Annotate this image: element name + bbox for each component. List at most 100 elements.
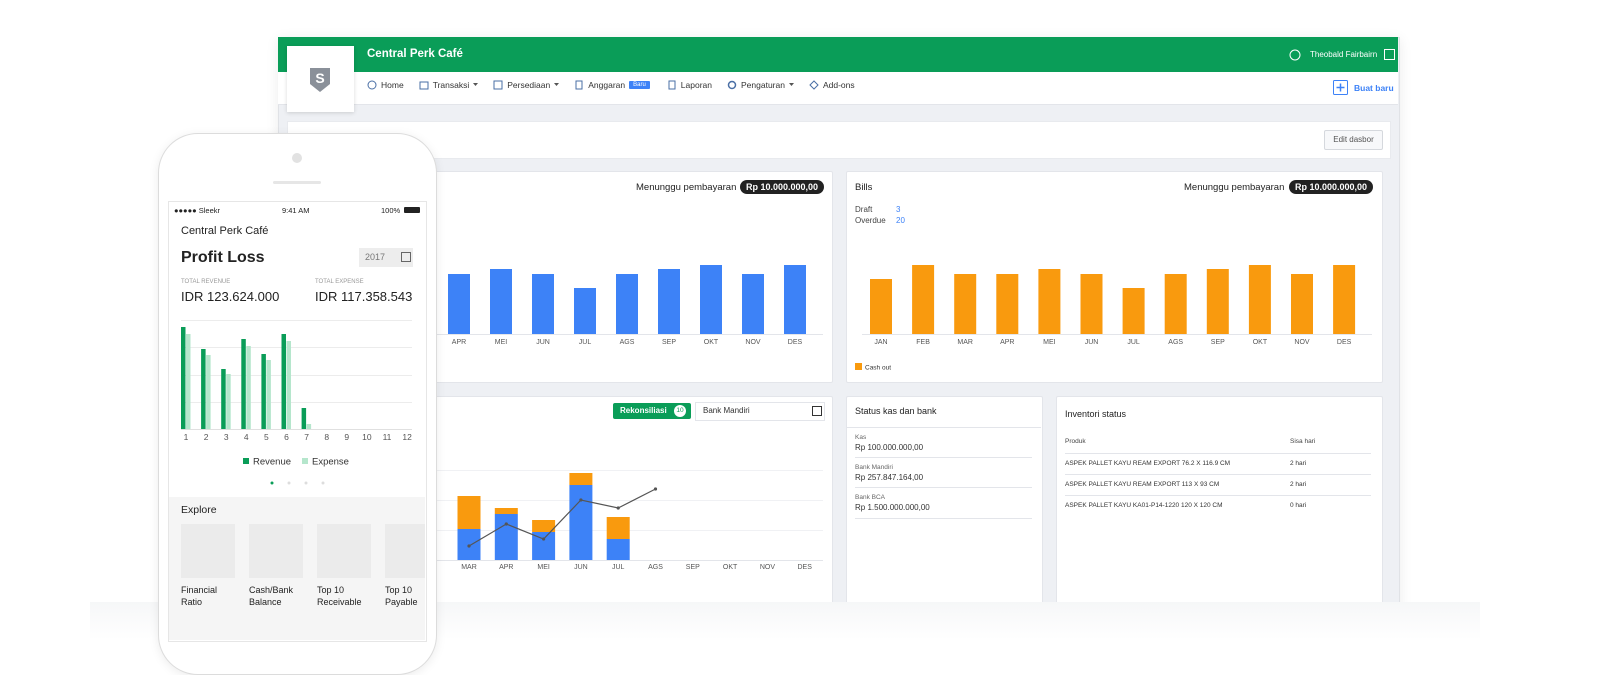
x-tick-label: JUN	[574, 564, 588, 571]
nav-label[interactable]: Anggaran	[588, 80, 626, 90]
overdue-count[interactable]: 20	[896, 216, 905, 225]
help-icon[interactable]	[1289, 49, 1301, 61]
year-icon[interactable]	[401, 252, 411, 262]
explore-label[interactable]: Top 10 Receivable	[317, 585, 362, 607]
company-title: Central Perk Café	[367, 48, 463, 60]
bar	[1248, 265, 1271, 334]
toolbar-panel	[287, 121, 1391, 159]
account-amount: Rp 257.847.164,00	[855, 473, 924, 482]
line-point	[504, 522, 508, 526]
x-tick-label: JUL	[1127, 339, 1140, 346]
divider	[1065, 453, 1371, 454]
x-tick-label: 12	[402, 432, 412, 442]
divider	[855, 518, 1032, 519]
nav-bar	[278, 72, 1398, 105]
bank-select[interactable]	[695, 402, 825, 421]
bar-segment	[569, 485, 593, 560]
overdue-label: Overdue	[855, 216, 886, 225]
draft-count[interactable]: 3	[896, 205, 901, 214]
bar	[221, 369, 226, 429]
invoices-amount: Rp 10.000.000,00	[740, 180, 825, 194]
x-tick-label: JUL	[612, 564, 625, 571]
legend-swatch	[243, 458, 249, 464]
nav-transaksi[interactable]: Transaksi	[419, 80, 479, 90]
nav-laporan[interactable]: Laporan	[667, 80, 712, 90]
reconcile-label[interactable]: Rekonsiliasi	[620, 406, 667, 415]
days-left: 2 hari	[1290, 460, 1307, 467]
nav-label[interactable]: Add-ons	[822, 80, 855, 90]
x-tick-label: APR	[499, 564, 513, 571]
line	[468, 488, 656, 547]
x-tick-label: AGS	[620, 339, 635, 346]
nav-persediaan[interactable]: Persediaan	[493, 80, 560, 90]
new-badge: Baru	[629, 81, 650, 89]
explore-tile[interactable]	[317, 524, 371, 578]
explore-tile[interactable]	[249, 524, 303, 578]
nav-label[interactable]: Laporan	[680, 80, 712, 90]
inventory-card	[1056, 396, 1383, 613]
nav-label[interactable]: Transaksi	[432, 80, 470, 90]
x-tick-label: NOV	[1294, 339, 1310, 346]
x-tick-label: MEI	[495, 339, 508, 346]
explore-label[interactable]: Cash/Bank Balance	[249, 585, 294, 607]
nav-label[interactable]: Pengaturan	[741, 80, 785, 90]
page-dot	[270, 481, 274, 485]
edit-dashboard-button[interactable]: Edit dasbor	[1324, 130, 1383, 150]
reconcile-button[interactable]	[613, 403, 691, 419]
divider	[846, 427, 1041, 428]
bank-select-value[interactable]: Bank Mandiri	[703, 406, 750, 415]
year-value[interactable]: 2017	[365, 252, 386, 262]
user-name[interactable]: Theobald Fairbairn	[1310, 50, 1378, 59]
legend-swatch	[855, 363, 862, 370]
bar	[226, 374, 231, 429]
account-amount: Rp 100.000.000,00	[855, 443, 924, 452]
nav-anggaran[interactable]: Anggaran Baru	[574, 80, 650, 90]
bar	[206, 355, 211, 429]
nav-label[interactable]: Home	[381, 80, 404, 90]
divider	[855, 457, 1032, 458]
logo: S	[310, 68, 330, 92]
x-tick-label: DES	[788, 339, 803, 346]
nav-home[interactable]: Home	[367, 80, 404, 90]
x-tick-label: 11	[383, 432, 392, 442]
bar	[201, 349, 206, 429]
bar-segment	[606, 517, 630, 539]
page-dot	[287, 481, 291, 485]
bills-status: Menunggu pembayaran	[1184, 182, 1285, 193]
x-tick-label: FEB	[916, 339, 930, 346]
bar	[532, 274, 554, 334]
bar	[742, 274, 764, 334]
menu-icon[interactable]	[1384, 49, 1395, 60]
explore-tile[interactable]	[181, 524, 235, 578]
explore-label[interactable]: Financial Ratio	[181, 585, 218, 607]
bar	[996, 274, 1019, 334]
x-tick-label: AGS	[648, 564, 663, 571]
year-select[interactable]	[359, 248, 413, 267]
bar	[286, 341, 291, 429]
bar	[912, 265, 935, 334]
create-button[interactable]: Buat baru	[1354, 83, 1394, 93]
product-name: ASPEK PALLET KAYU REAM EXPORT 76.2 X 116…	[1065, 460, 1231, 467]
nav-label[interactable]: Persediaan	[507, 80, 551, 90]
x-tick-label: MAR	[957, 339, 973, 346]
x-tick-label: JUL	[579, 339, 592, 346]
legend-swatch	[302, 458, 308, 464]
x-tick-label: 2	[204, 432, 209, 442]
x-tick-label: 9	[344, 432, 349, 442]
bar-segment	[457, 496, 481, 529]
create-icon[interactable]	[1333, 80, 1348, 95]
explore-label[interactable]: Top 10 Payable	[385, 585, 418, 607]
page-dot	[304, 481, 308, 485]
x-tick-label: JAN	[874, 339, 887, 346]
legend-label: Cash out	[865, 365, 891, 372]
nav-pengaturan[interactable]: Pengaturan	[727, 80, 794, 90]
select-icon[interactable]	[812, 406, 822, 416]
explore-strip: Financial Ratio Cash/Bank Balance Top 10…	[169, 520, 425, 640]
bar	[448, 274, 470, 334]
x-tick-label: AGS	[1168, 339, 1183, 346]
nav-addons[interactable]: Add-ons	[809, 80, 855, 90]
x-tick-label: OKT	[723, 564, 738, 571]
explore-tile[interactable]	[385, 524, 425, 578]
days-left: 2 hari	[1290, 481, 1307, 488]
bar	[306, 424, 312, 429]
